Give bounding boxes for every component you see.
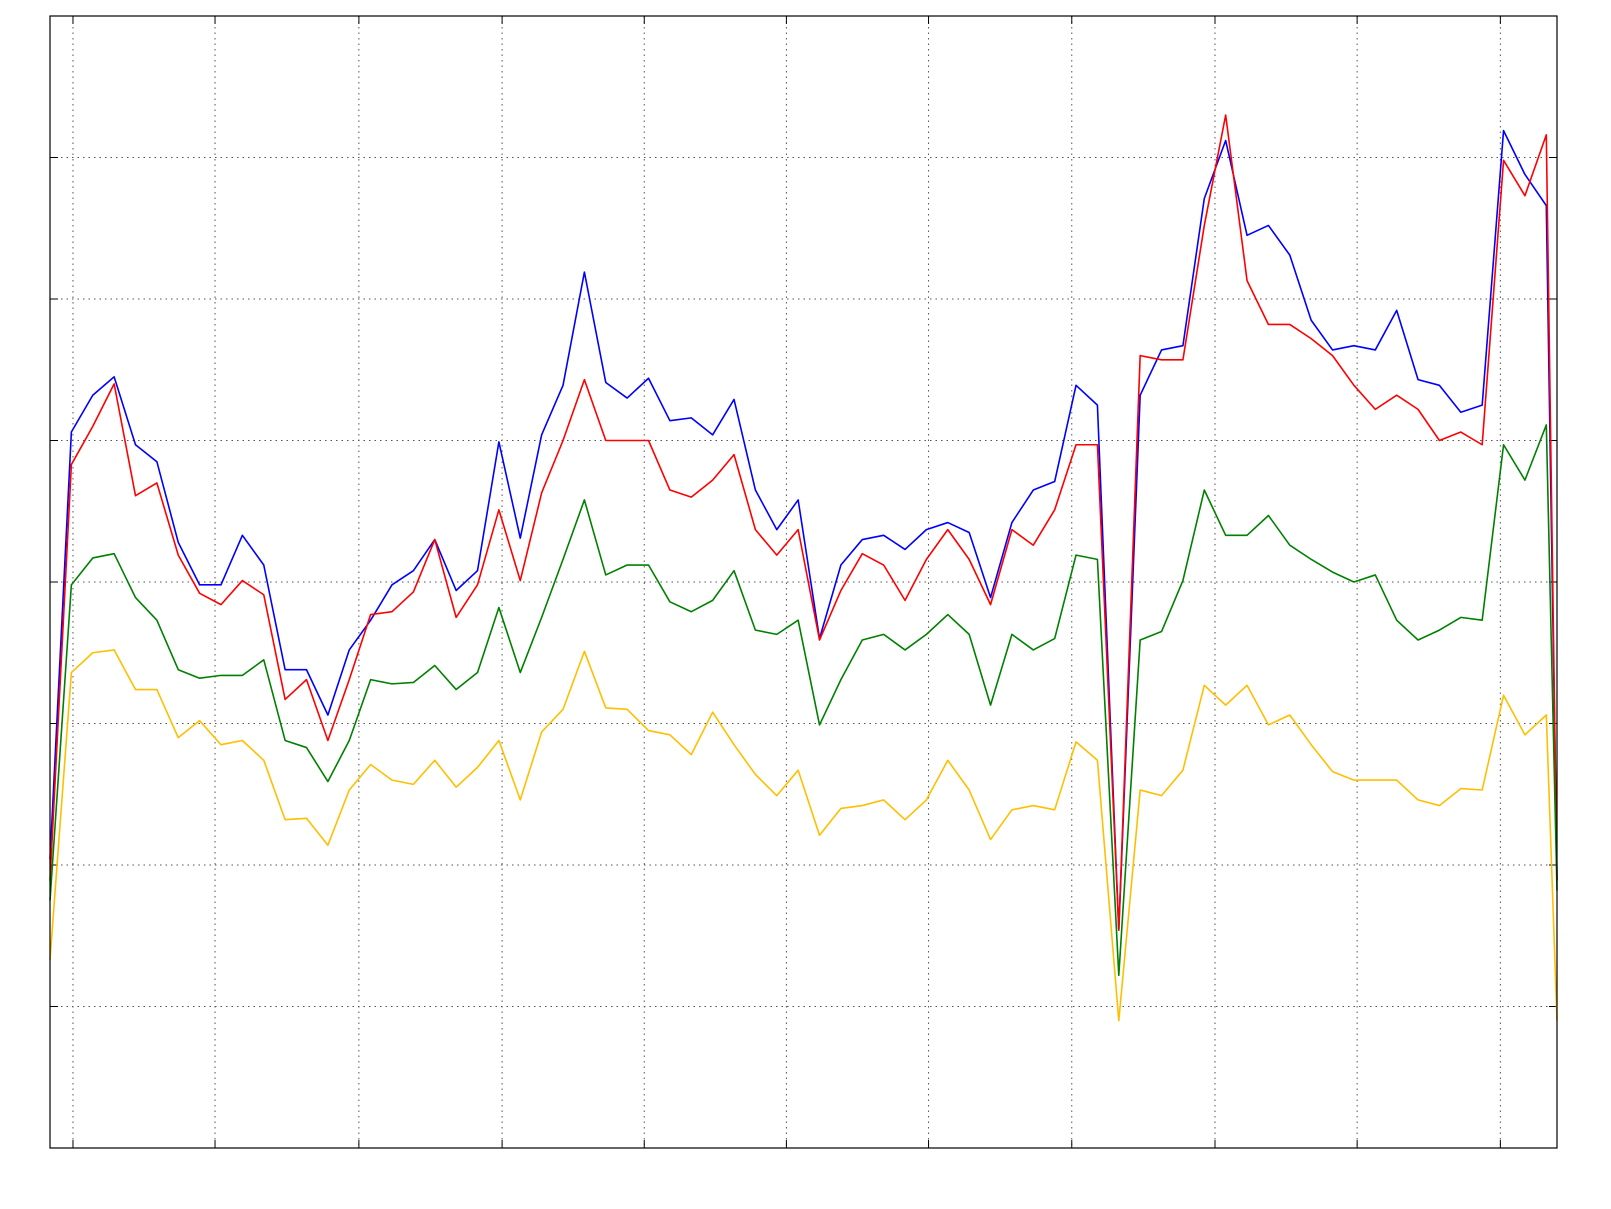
series-line <box>49 114 1558 931</box>
series-line <box>49 424 1558 977</box>
series-line <box>49 649 1558 1022</box>
series-line <box>49 129 1558 931</box>
plot-frame <box>49 15 1558 1149</box>
